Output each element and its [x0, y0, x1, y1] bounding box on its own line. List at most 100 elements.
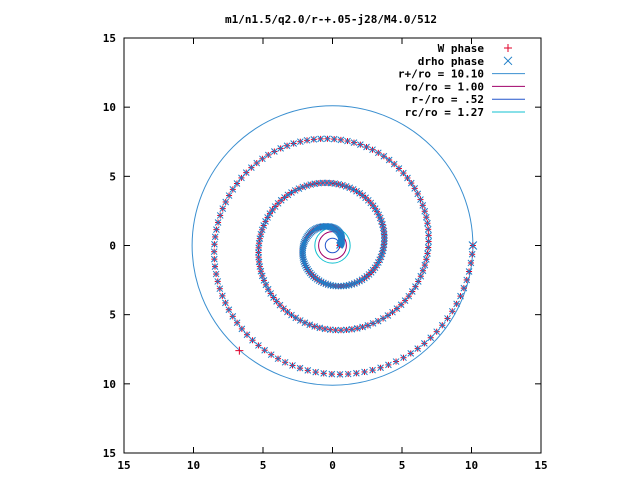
- series-1-point: [261, 346, 269, 354]
- series-1-point: [374, 317, 382, 325]
- series-1-point: [411, 185, 419, 192]
- x-d2: [379, 315, 387, 322]
- x-d2: [329, 282, 337, 290]
- series-1-point: [421, 207, 429, 215]
- x-d2: [289, 362, 296, 369]
- series-1-point: [465, 268, 473, 275]
- legend-label: ro/ro = 1.00: [405, 80, 484, 93]
- series-1-point: [302, 262, 309, 269]
- x-d2: [225, 192, 233, 199]
- data-points: [210, 135, 478, 378]
- x-d2: [247, 164, 255, 172]
- x-d2: [336, 370, 344, 378]
- x-d2: [295, 185, 303, 192]
- series-1-point: [400, 354, 407, 362]
- series-1-point: [289, 362, 296, 369]
- x-d2: [332, 282, 340, 290]
- x-d2: [468, 241, 478, 250]
- series-1-point: [405, 292, 413, 300]
- x-d2: [422, 213, 430, 221]
- x-d2: [264, 214, 271, 221]
- series-1-point: [281, 358, 289, 366]
- x-d2: [419, 201, 427, 209]
- circle-3: [314, 227, 351, 264]
- x-d2: [257, 230, 265, 238]
- series-1-point: [211, 233, 219, 241]
- series-1-point: [211, 263, 219, 270]
- x-d2: [374, 317, 382, 325]
- x-d2: [353, 369, 360, 377]
- series-1-point: [438, 321, 446, 329]
- series-1-point: [260, 277, 268, 284]
- x-d2: [385, 361, 392, 369]
- x-d2: [369, 320, 377, 327]
- x-d2: [271, 148, 278, 155]
- x-d2: [400, 354, 407, 362]
- x-d2: [424, 244, 432, 251]
- x-d2: [414, 345, 422, 352]
- x-d2: [300, 258, 308, 265]
- x-d2: [350, 139, 358, 146]
- series-1-point: [301, 237, 309, 244]
- x-d2: [417, 196, 424, 203]
- x-d2: [407, 350, 415, 357]
- x-d2: [315, 277, 323, 284]
- x-d2: [343, 282, 350, 289]
- x-d2: [303, 264, 310, 271]
- x-d2: [407, 179, 415, 187]
- x-d2: [260, 222, 268, 229]
- x-d2: [433, 328, 441, 336]
- series-1-point: [424, 219, 431, 227]
- legend-label: r-/ro = .52: [411, 93, 484, 106]
- series-1-point: [369, 366, 376, 374]
- series-1-point: [424, 244, 432, 251]
- x-d2: [405, 292, 413, 300]
- x-d2: [284, 191, 292, 199]
- x-d2: [337, 136, 345, 144]
- series-1-point: [377, 364, 384, 372]
- x-d2: [281, 358, 289, 366]
- series-1-point: [216, 285, 224, 293]
- x-d2: [375, 211, 383, 219]
- series-1-point: [380, 152, 388, 160]
- series-1-point: [444, 315, 451, 322]
- x-d2: [379, 224, 387, 232]
- series-1-point: [212, 270, 220, 278]
- series-1-point: [463, 276, 471, 284]
- x-d2: [262, 281, 270, 289]
- x-tick-label: 5: [399, 459, 406, 472]
- series-1-point: [242, 169, 250, 176]
- series-1-point: [320, 279, 327, 287]
- x-d2: [424, 250, 431, 257]
- x-d2: [321, 325, 329, 333]
- y-tick-label: 0: [109, 240, 116, 253]
- series-1-point: [264, 151, 272, 159]
- series-1-point: [343, 326, 350, 334]
- x-d2: [271, 203, 279, 210]
- series-1-point: [270, 294, 277, 301]
- x-d2: [253, 159, 261, 167]
- series-1-point: [448, 307, 456, 315]
- x-d2: [304, 367, 312, 374]
- series-1-point: [371, 205, 379, 213]
- x-d2: [320, 370, 328, 377]
- x-d2: [317, 135, 324, 143]
- series-1-point: [210, 248, 218, 256]
- y-tick-label: 10: [103, 378, 116, 391]
- series-1-point: [364, 322, 372, 329]
- x-d2: [389, 308, 396, 316]
- x-d2: [421, 261, 429, 269]
- series-1-point: [216, 212, 224, 219]
- x-d2: [346, 184, 354, 192]
- x-d2: [284, 308, 291, 316]
- series-1-point: [267, 351, 275, 359]
- x-d2: [424, 219, 431, 227]
- x-d2: [292, 314, 300, 322]
- x-d2: [337, 326, 345, 334]
- legend-x-d2: [503, 56, 513, 66]
- series-0-extra-point: [235, 346, 244, 355]
- series-1-point: [419, 267, 427, 275]
- x-d2: [296, 364, 304, 372]
- series-1-point: [329, 282, 337, 290]
